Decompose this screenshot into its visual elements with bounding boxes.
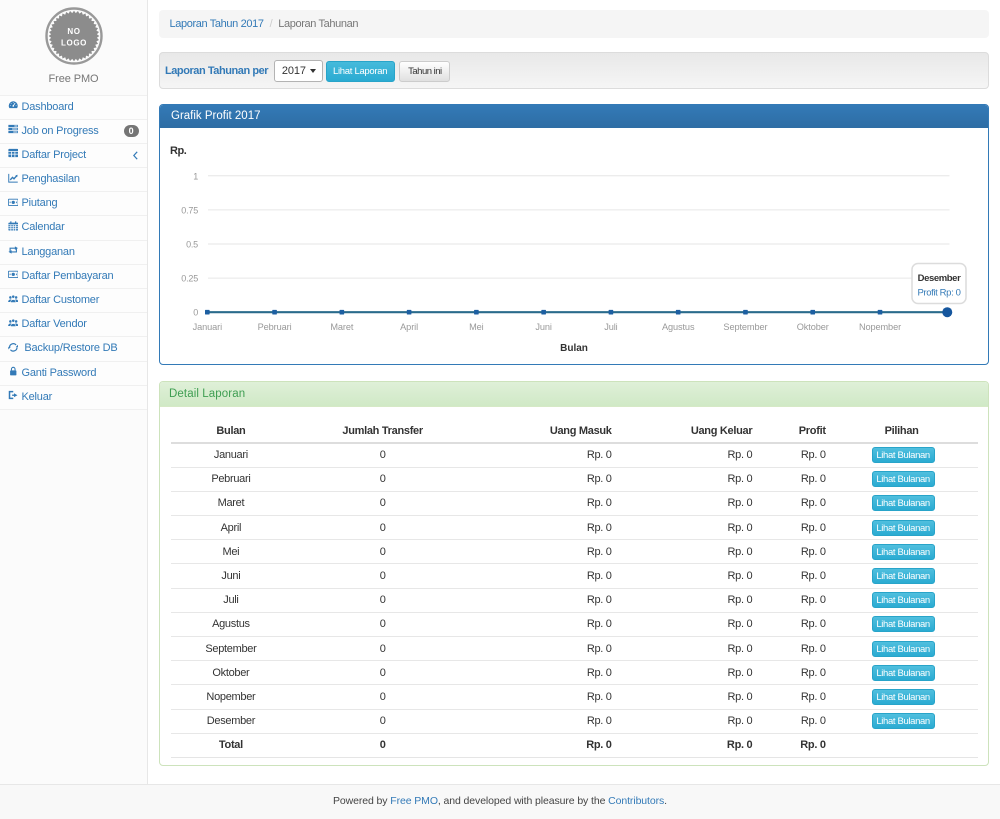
svg-text:0: 0	[193, 308, 198, 318]
svg-text:Oktober: Oktober	[796, 322, 828, 332]
svg-text:Agustus: Agustus	[661, 322, 694, 332]
svg-text:Profit Rp: 0: Profit Rp: 0	[917, 288, 960, 299]
svg-text:Rp.: Rp.	[170, 145, 187, 157]
svg-text:Juni: Juni	[535, 322, 552, 332]
svg-text:NO: NO	[67, 27, 80, 36]
svg-text:0.75: 0.75	[181, 205, 198, 215]
svg-text:Nopember: Nopember	[858, 322, 900, 332]
svg-text:0.25: 0.25	[181, 274, 198, 284]
svg-text:Juli: Juli	[604, 322, 617, 332]
svg-text:Bulan: Bulan	[560, 343, 588, 354]
svg-text:Mei: Mei	[469, 322, 484, 332]
svg-text:Maret: Maret	[330, 322, 354, 332]
svg-text:LOGO: LOGO	[61, 38, 87, 47]
svg-text:September: September	[723, 322, 767, 332]
svg-text:0.5: 0.5	[186, 240, 198, 250]
svg-text:Desember: Desember	[917, 273, 960, 284]
svg-text:Pebruari: Pebruari	[257, 322, 291, 332]
svg-text:April: April	[400, 322, 418, 332]
svg-text:1: 1	[193, 171, 198, 181]
svg-text:Januari: Januari	[192, 322, 221, 332]
